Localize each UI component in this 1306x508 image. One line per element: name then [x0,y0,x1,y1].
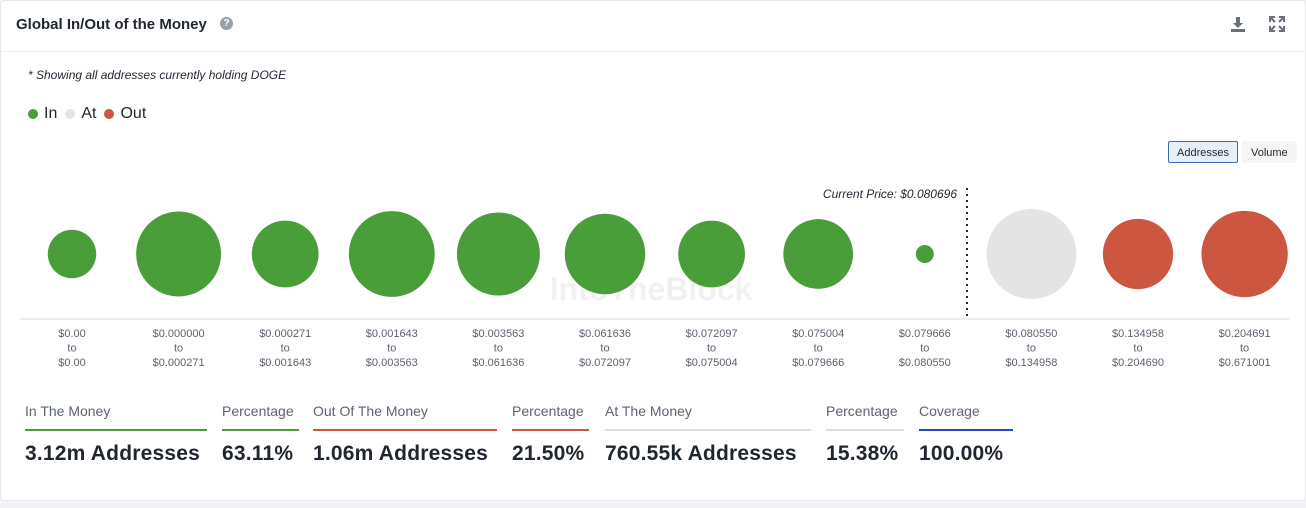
card-header: Global In/Out of the Money ? [1,1,1305,52]
stat-value: 15.38% [826,442,899,465]
tick-label-connector: to [920,343,929,355]
bubble-2 [251,220,319,288]
bubble-11 [1201,210,1288,298]
metric-toggle: Addresses Volume [1168,141,1297,163]
bubble-3 [348,211,435,297]
stat-underline [222,429,299,431]
tick-label-to: $0.080550 [899,357,951,369]
card-title: Global In/Out of the Money [16,16,207,33]
tick-label-from: $0.204691 [1219,328,1271,340]
tick-label-from: $0.000000 [153,328,205,340]
tick-label-connector: to [707,343,716,355]
stat-value: 63.11% [222,442,294,465]
stat-4: At The Money 760.55k Addresses [605,403,811,466]
legend-dot-out [104,109,115,119]
legend-item-in[interactable]: In [28,105,57,123]
bubble-8 [915,245,934,263]
tick-label-to: $0.075004 [686,357,738,369]
stat-value: 760.55k Addresses [605,442,797,465]
legend-item-out[interactable]: Out [104,105,146,123]
stat-1: Percentage 63.11% [222,403,299,466]
tick-label-from: $0.000271 [259,328,311,340]
bubble-7 [783,219,854,289]
tick-label-to: $0.204690 [1112,357,1164,369]
tick-label-connector: to [814,343,823,355]
tick-label-connector: to [494,343,503,355]
tick-label-connector: to [174,343,183,355]
stat-underline [919,429,1013,431]
holding-note: * Showing all addresses currently holdin… [28,68,287,82]
stat-underline [826,429,904,431]
stat-0: In The Money 3.12m Addresses [25,403,207,466]
stat-underline [25,429,207,431]
tick-label-from: $0.072097 [686,328,738,340]
stat-label: At The Money [605,403,692,419]
question-circle-icon[interactable]: ? [220,17,233,30]
stat-value: 21.50% [512,442,585,465]
legend-item-at[interactable]: At [65,105,96,123]
stat-value: 3.12m Addresses [25,442,200,465]
stat-underline [512,429,589,431]
tick-label-connector: to [600,343,609,355]
bubble-4 [456,212,540,296]
stat-label: Percentage [222,403,294,419]
stat-5: Percentage 15.38% [826,403,904,466]
tick-label-to: $0.134958 [1005,357,1057,369]
tick-label-from: $0.001643 [366,328,418,340]
tick-label-from: $0.003563 [472,328,524,340]
stat-3: Percentage 21.50% [512,403,589,466]
stat-label: Percentage [512,403,584,419]
tick-label-to: $0.00 [58,357,86,369]
bubble-1 [136,211,222,297]
tick-label-connector: to [387,343,396,355]
tick-label-from: $0.075004 [792,328,844,340]
download-icon[interactable] [1229,15,1247,33]
bubble-9 [986,209,1077,299]
stat-2: Out Of The Money 1.06m Addresses [313,403,497,466]
bubble-6 [678,220,745,288]
legend-dot-in [28,109,38,119]
tick-label-to: $0.000271 [153,357,205,369]
expand-icon[interactable] [1268,15,1286,33]
tick-label-connector: to [281,343,290,355]
stat-underline [605,429,811,431]
bubble-chart: IntoTheBlock$0.00to$0.00$0.000000to$0.00… [20,187,1289,369]
legend-label-out: Out [120,105,147,122]
tick-label-connector: to [1240,343,1249,355]
tick-label-from: $0.079666 [899,328,951,340]
chart-legend: In At Out [28,105,154,123]
legend-label-in: In [44,105,58,122]
tick-label-from: $0.134958 [1112,328,1164,340]
tick-label-to: $0.061636 [472,357,524,369]
legend-label-at: At [81,105,97,122]
stat-label: In The Money [25,403,111,419]
tick-label-to: $0.079666 [792,357,844,369]
tick-label-to: $0.001643 [259,357,311,369]
summary-stats: In The Money 3.12m Addresses Percentage 63.… [1,403,1305,473]
legend-dot-at [65,109,76,119]
stat-label: Percentage [826,403,898,419]
tick-label-connector: to [67,343,76,355]
stat-underline [313,429,497,431]
tick-label-connector: to [1133,343,1142,355]
tick-label-from: $0.00 [58,328,86,340]
tick-label-from: $0.061636 [579,328,631,340]
addresses-toggle-button[interactable]: Addresses [1168,141,1238,163]
stat-label: Out Of The Money [313,403,428,419]
bubble-0 [47,229,97,279]
current-price-label: Current Price: $0.080696 [823,187,957,201]
stat-value: 1.06m Addresses [313,442,488,465]
stat-label: Coverage [919,403,980,419]
stat-value: 100.00% [919,442,1004,465]
tick-label-to: $0.671001 [1219,357,1271,369]
tick-label-connector: to [1027,343,1036,355]
tick-label-to: $0.072097 [579,357,631,369]
bubble-10 [1102,218,1174,290]
bubble-5 [564,213,646,295]
volume-toggle-button[interactable]: Volume [1241,141,1297,163]
tick-label-to: $0.003563 [366,357,418,369]
stat-6: Coverage 100.00% [919,403,1013,466]
tick-label-from: $0.080550 [1005,328,1057,340]
